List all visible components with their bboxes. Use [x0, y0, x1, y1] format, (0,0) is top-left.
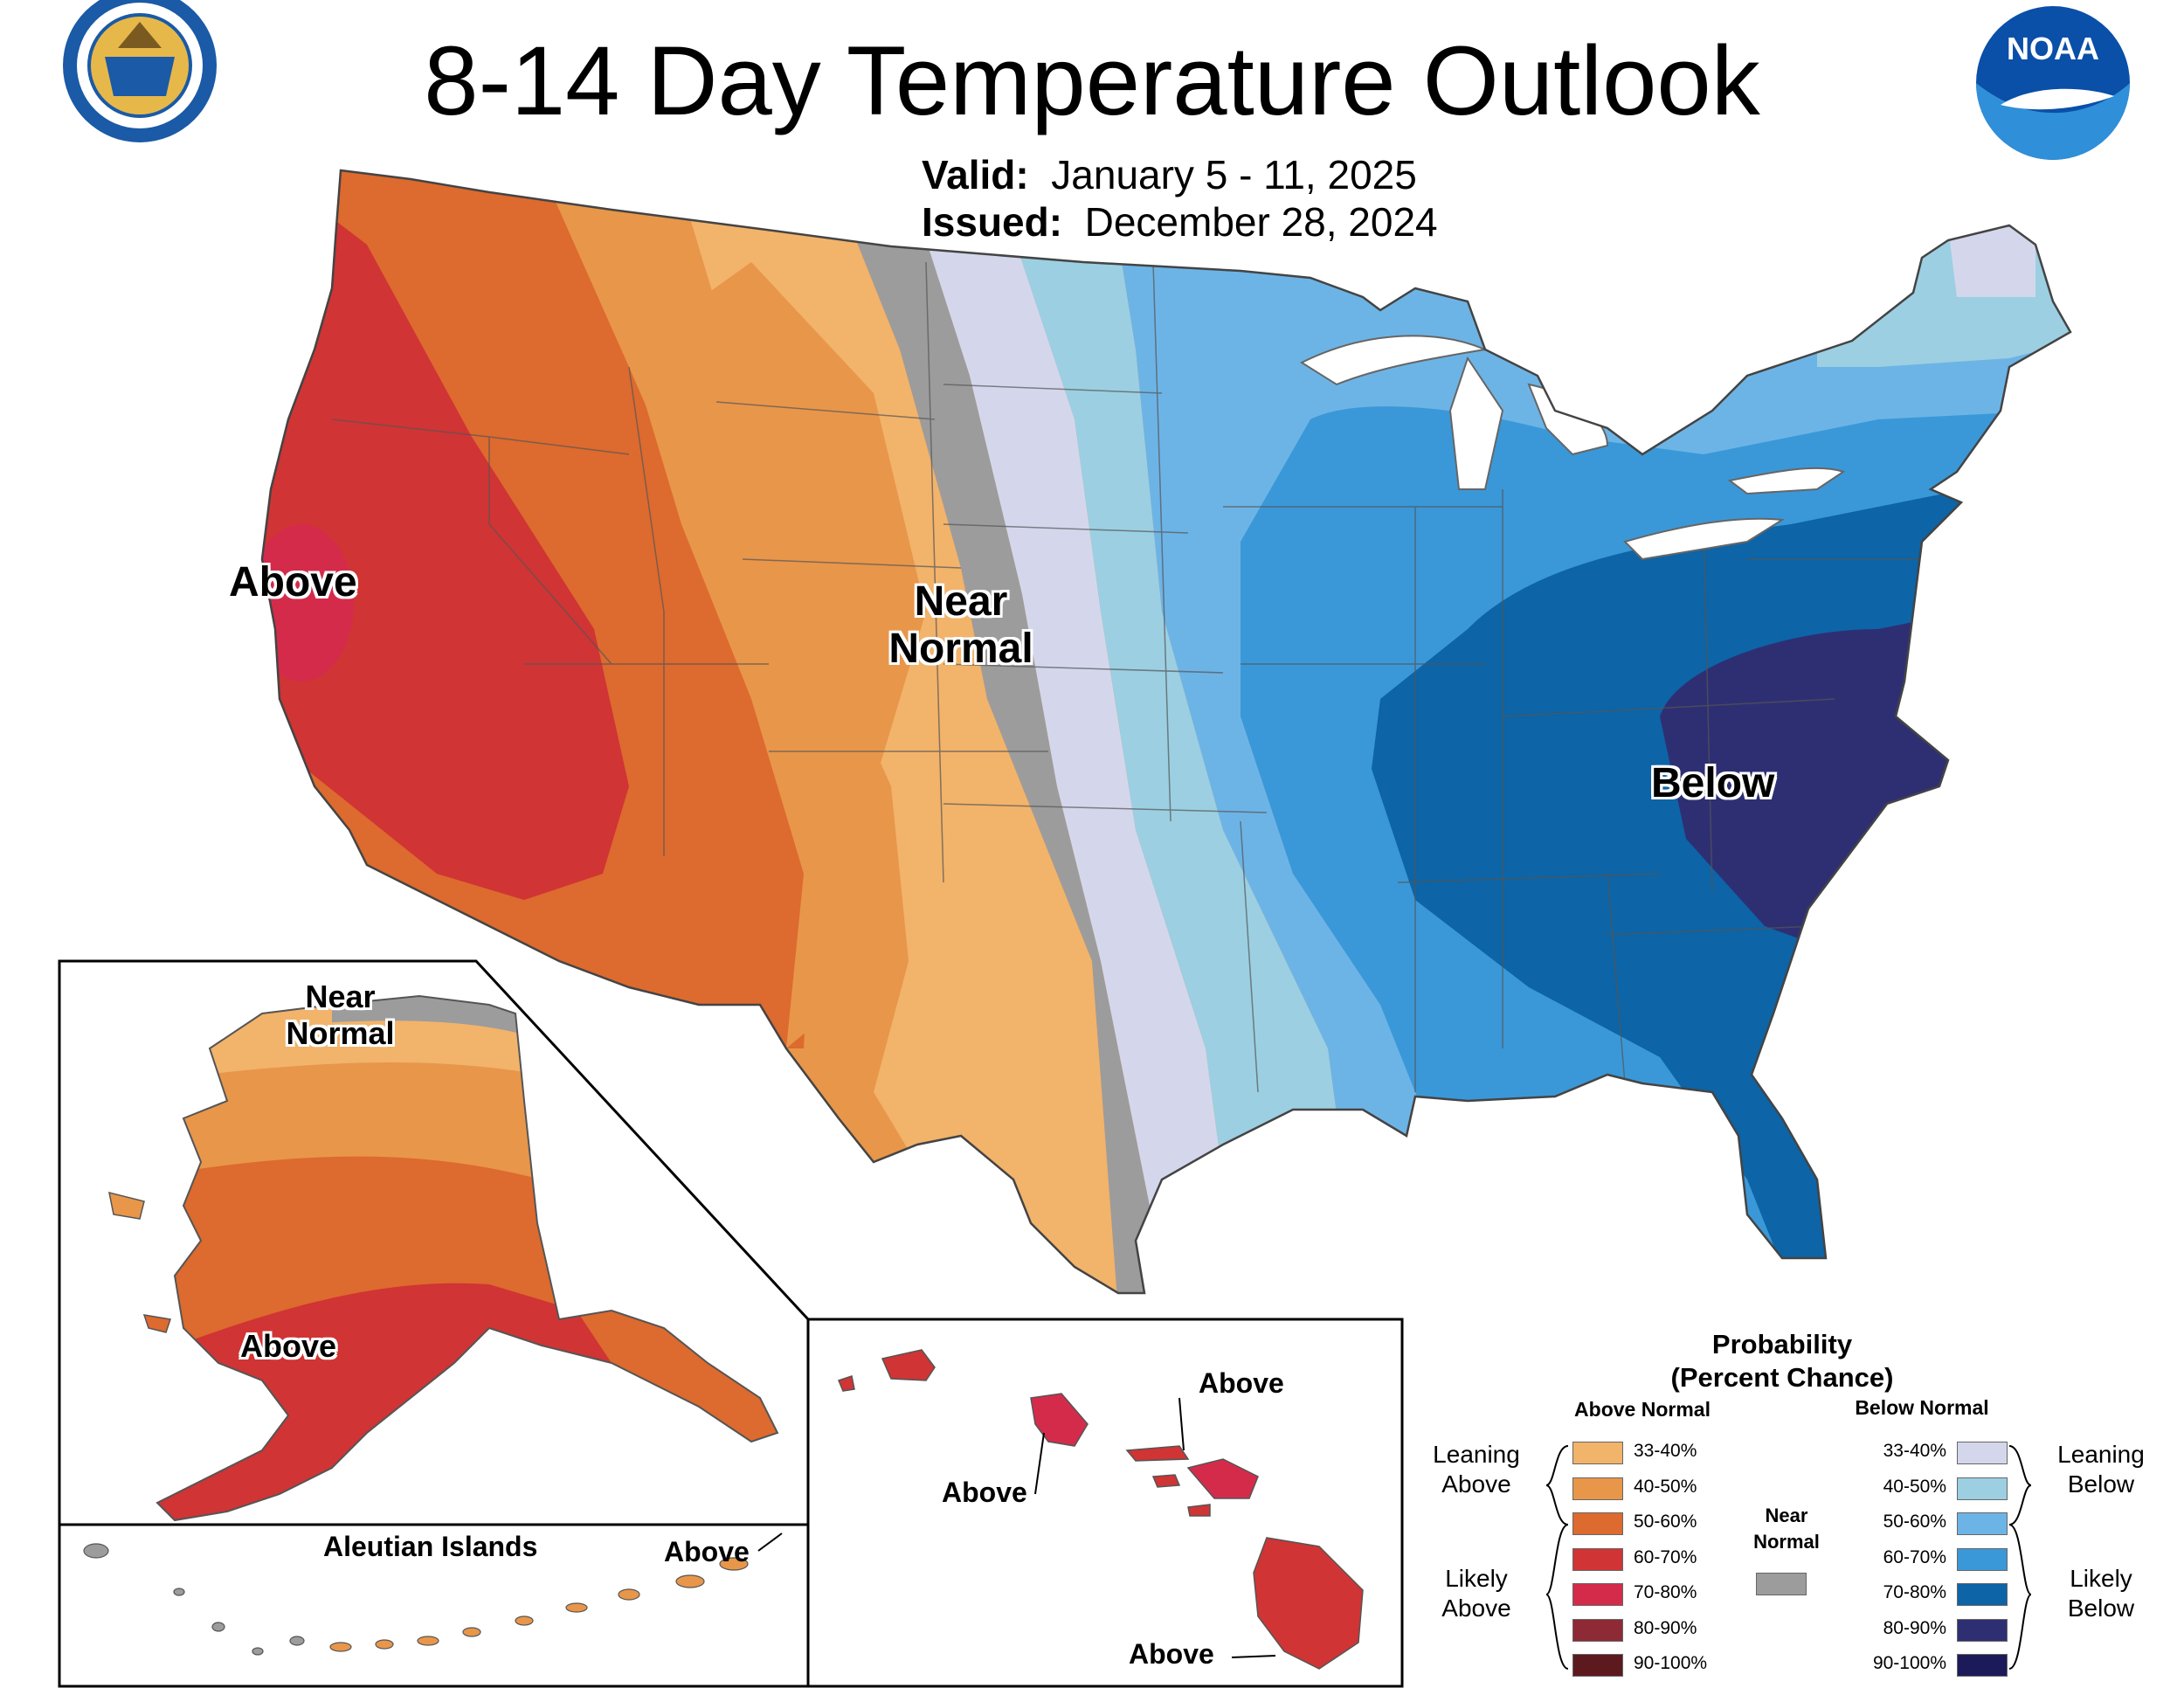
- legend-below-label-1: 40-50%: [1883, 1476, 1946, 1497]
- legend-leaning-below: Leaning Below: [2057, 1441, 2145, 1498]
- legend-likely-below: Likely Below: [2067, 1565, 2135, 1622]
- hawaii-above-label-2: Above: [942, 1477, 1027, 1508]
- legend-below-label-2: 50-60%: [1883, 1512, 1946, 1532]
- hawaii-above-label-1: Above: [1199, 1367, 1284, 1399]
- aleutian-inset-frame: [58, 1523, 810, 1688]
- issued-line: Issued: December 28, 2024: [922, 197, 1438, 246]
- conus-above-label: Above: [229, 559, 357, 605]
- legend-above-swatch-3: [1572, 1547, 1623, 1571]
- page-title: 8-14 Day Temperature Outlook: [424, 26, 1760, 135]
- issued-label: Issued:: [922, 199, 1063, 245]
- legend-above-label-2: 50-60%: [1634, 1512, 1697, 1532]
- legend-above-swatch-1: [1572, 1477, 1623, 1500]
- commerce-seal-icon: [63, 0, 217, 142]
- legend-near-normal-header: Near Normal: [1753, 1505, 1820, 1553]
- legend-above-label-6: 90-100%: [1634, 1653, 1708, 1673]
- issued-value: December 28, 2024: [1084, 199, 1438, 245]
- aleutian-title: Aleutian Islands: [323, 1531, 538, 1562]
- legend-above-label-5: 80-90%: [1634, 1617, 1697, 1638]
- legend-brackets: [1545, 1445, 2032, 1670]
- aleutian-above-label: Above: [664, 1536, 750, 1567]
- legend-below-label-5: 80-90%: [1883, 1617, 1946, 1638]
- valid-label: Valid:: [922, 152, 1029, 197]
- legend-below-swatch-1: [1957, 1477, 2008, 1500]
- legend-above-label-3: 60-70%: [1634, 1546, 1697, 1567]
- valid-line: Valid: January 5 - 11, 2025: [922, 150, 1417, 199]
- noaa-logo-icon: NOAA: [1976, 6, 2130, 160]
- svg-text:NOAA: NOAA: [2007, 31, 2099, 66]
- legend-below-swatch-6: [1957, 1654, 2008, 1677]
- legend-below-swatch-0: [1957, 1442, 2008, 1464]
- legend-above-swatch-6: [1572, 1654, 1623, 1677]
- legend-above-swatch-0: [1572, 1442, 1623, 1464]
- conus-outline: [260, 169, 2072, 1295]
- aleutian-islands: [83, 1543, 749, 1656]
- legend-above-label-1: 40-50%: [1634, 1476, 1697, 1497]
- legend-above-header: Above Normal: [1574, 1398, 1711, 1421]
- alaska-above-label: Above: [240, 1328, 337, 1364]
- legend-below-label-0: 33-40%: [1883, 1441, 1946, 1461]
- legend-above-swatch-2: [1572, 1512, 1623, 1535]
- conus-below-label: Below: [1651, 760, 1775, 806]
- legend-above-label-0: 33-40%: [1634, 1441, 1697, 1461]
- legend-below-header: Below Normal: [1855, 1396, 1989, 1419]
- legend-below-label-6: 90-100%: [1872, 1653, 1946, 1673]
- legend-above-swatch-5: [1572, 1618, 1623, 1642]
- legend-likely-above: Likely Above: [1441, 1565, 1511, 1622]
- legend-above-swatch-4: [1572, 1583, 1623, 1606]
- legend-below-swatch-2: [1957, 1512, 2008, 1535]
- hawaii-above-label-3: Above: [1129, 1638, 1214, 1670]
- conus-near-normal-label: Near Normal: [888, 578, 1033, 672]
- hawaii-islands: [837, 1349, 1364, 1670]
- valid-value: January 5 - 11, 2025: [1051, 152, 1417, 197]
- legend-title: Probability (Percent Chance): [1670, 1329, 1894, 1393]
- legend-leaning-above: Leaning Above: [1433, 1441, 1520, 1498]
- legend-below-swatch-4: [1957, 1583, 2008, 1606]
- alaska-near-normal-label: Near Normal: [286, 979, 395, 1051]
- legend-above-label-4: 70-80%: [1634, 1582, 1697, 1602]
- legend-near-normal-swatch: [1756, 1573, 1807, 1595]
- legend-below-swatch-5: [1957, 1618, 2008, 1642]
- legend-below-label-4: 70-80%: [1883, 1582, 1946, 1602]
- legend-below-swatch-3: [1957, 1547, 2008, 1571]
- legend-below-label-3: 60-70%: [1883, 1546, 1946, 1567]
